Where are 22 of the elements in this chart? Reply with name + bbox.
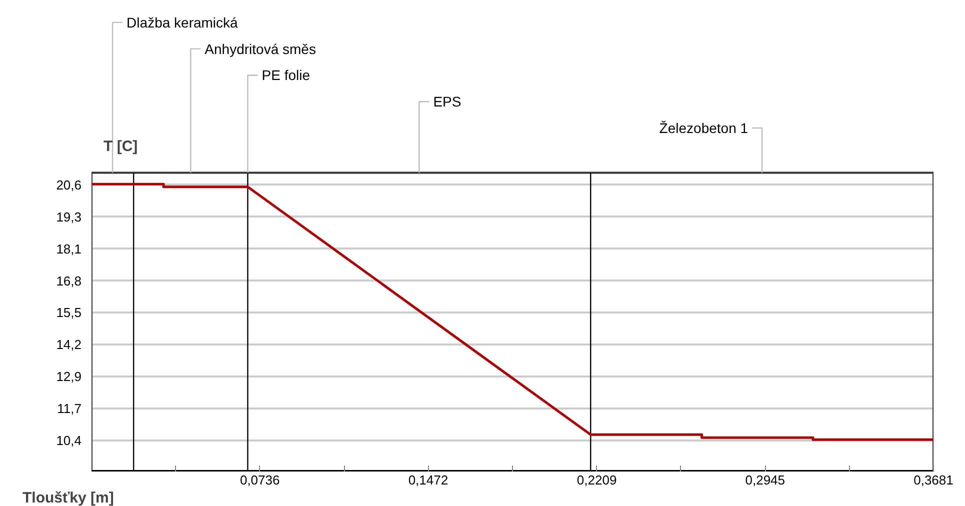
y-tick-label: 11,7 [57, 401, 82, 416]
y-tick-label: 10,4 [56, 433, 82, 448]
y-axis-title: T [C] [104, 138, 138, 155]
line-series [92, 182, 934, 441]
x-tick-label: 0,1472 [408, 472, 448, 488]
text: Dlažba keramická [126, 14, 238, 30]
x-tick-label: 0,3681 [914, 472, 954, 488]
text: Železobeton 1 [659, 120, 748, 136]
x-axis-title: Tloušťky [m] [22, 490, 114, 506]
y-tick-label: 19,3 [56, 209, 82, 224]
y-tick-label: 15,5 [56, 305, 82, 320]
x-tick-label: 0,2209 [576, 472, 617, 488]
y-tick-label: 16,8 [56, 273, 82, 288]
x-tick-label: 0,2945 [745, 472, 786, 488]
text: EPS [433, 94, 462, 110]
y-tick-label: 20,6 [56, 177, 82, 192]
y-tick-label: 12,9 [56, 369, 82, 384]
text: Anhydritová směs [204, 40, 316, 57]
x-tick-label: 0,0736 [240, 472, 280, 488]
annotation: PE folie [262, 67, 310, 84]
y-tick-label: 14,2 [56, 337, 82, 352]
y-tick-label: 18,1 [56, 241, 82, 256]
